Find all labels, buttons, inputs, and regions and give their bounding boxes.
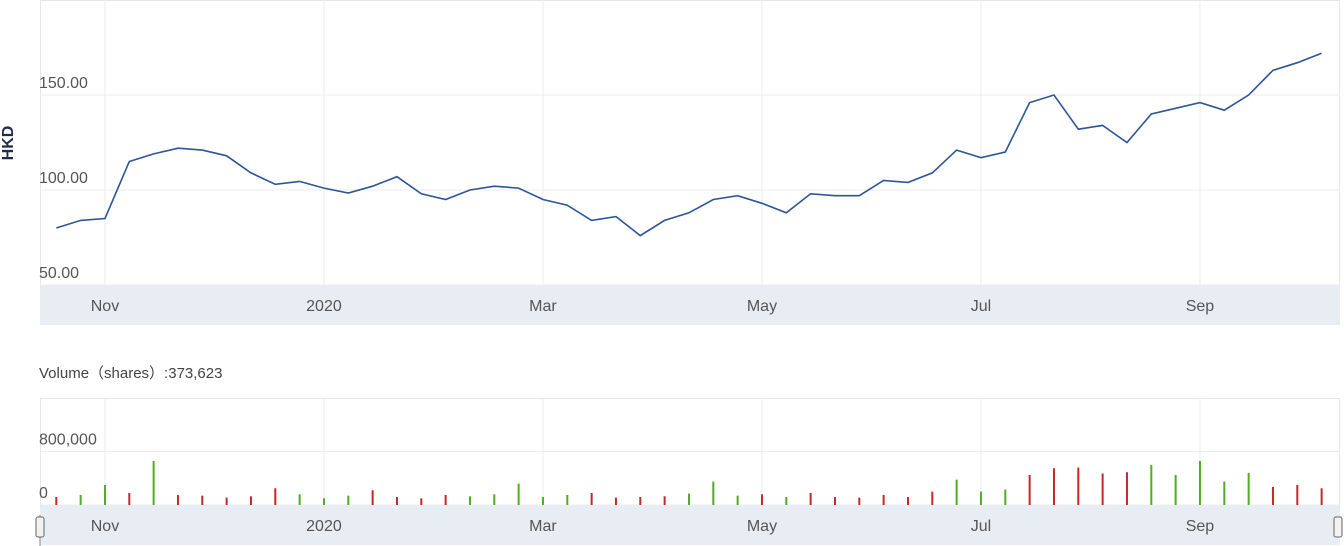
x-tick-label: Nov	[91, 518, 119, 535]
volume-bar	[201, 495, 204, 505]
volume-bar	[420, 498, 423, 505]
volume-bar	[103, 484, 106, 505]
volume-bar	[566, 494, 569, 505]
volume-bar	[906, 496, 909, 505]
volume-bar	[444, 494, 447, 505]
volume-bar	[590, 492, 593, 505]
price-line	[56, 52, 1322, 237]
volume-bar	[128, 492, 131, 505]
volume-bar	[1198, 460, 1201, 505]
volume-bar	[1247, 472, 1250, 505]
y-tick-label: 0	[39, 485, 48, 502]
volume-bar	[1077, 467, 1080, 505]
volume-bar	[371, 490, 374, 505]
volume-bar	[614, 497, 617, 505]
y-axis-label: HKD	[0, 126, 17, 161]
x-tick-label: Sep	[1186, 298, 1215, 315]
volume-bar	[712, 481, 715, 505]
volume-bar	[468, 496, 471, 505]
volume-bar	[493, 494, 496, 505]
volume-bar	[298, 494, 301, 505]
x-tick-label: Jul	[971, 518, 991, 535]
scroll-handle[interactable]	[35, 516, 45, 538]
volume-bar	[1150, 464, 1153, 505]
volume-bar	[395, 496, 398, 505]
x-tick-label: 2020	[306, 298, 342, 315]
scroll-handle[interactable]	[1333, 516, 1343, 538]
volume-bar	[663, 496, 666, 505]
volume-bar	[760, 494, 763, 505]
volume-bar	[833, 496, 836, 505]
volume-bar	[785, 496, 788, 505]
volume-bar	[809, 492, 812, 505]
volume-bar	[639, 496, 642, 505]
volume-bar	[1296, 484, 1299, 505]
x-axis-band	[40, 285, 1340, 325]
volume-title: Volume（shares）:373,623	[39, 365, 222, 382]
x-tick-label: May	[747, 518, 777, 535]
x-tick-label: Mar	[529, 518, 557, 535]
volume-bar	[347, 495, 350, 505]
x-tick-label: Nov	[91, 298, 119, 315]
volume-bar	[55, 496, 58, 505]
volume-bar	[1052, 468, 1055, 505]
volume-bar	[736, 495, 739, 505]
x-tick-label: 2020	[306, 518, 342, 535]
volume-bar	[955, 479, 958, 505]
y-tick-label: 800,000	[39, 432, 97, 449]
y-tick-label: 50.00	[39, 265, 79, 282]
volume-bar	[1028, 474, 1031, 505]
x-tick-label: Mar	[529, 298, 557, 315]
volume-bar	[225, 497, 228, 505]
x-tick-label: May	[747, 298, 777, 315]
volume-bar	[176, 494, 179, 505]
volume-bar	[931, 491, 934, 505]
volume-bar	[541, 496, 544, 505]
volume-bar	[882, 494, 885, 505]
y-tick-label: 150.00	[39, 75, 88, 92]
volume-bar	[1320, 488, 1323, 505]
volume-bar	[1223, 481, 1226, 505]
volume-bar	[1125, 472, 1128, 505]
volume-bar	[249, 496, 252, 505]
y-tick-label: 100.00	[39, 170, 88, 187]
x-tick-label: Jul	[971, 298, 991, 315]
volume-bar	[1174, 474, 1177, 505]
x-axis-band	[40, 505, 1340, 545]
volume-bar	[322, 498, 325, 505]
volume-bar	[152, 460, 155, 505]
volume-bar	[517, 483, 520, 505]
volume-bar	[1004, 489, 1007, 505]
volume-bar	[274, 488, 277, 505]
volume-bar	[79, 494, 82, 505]
volume-bar	[687, 493, 690, 505]
volume-bar	[1101, 473, 1104, 505]
volume-bar	[979, 491, 982, 505]
volume-bar	[1271, 486, 1274, 505]
volume-bar	[858, 497, 861, 505]
x-tick-label: Sep	[1186, 518, 1215, 535]
